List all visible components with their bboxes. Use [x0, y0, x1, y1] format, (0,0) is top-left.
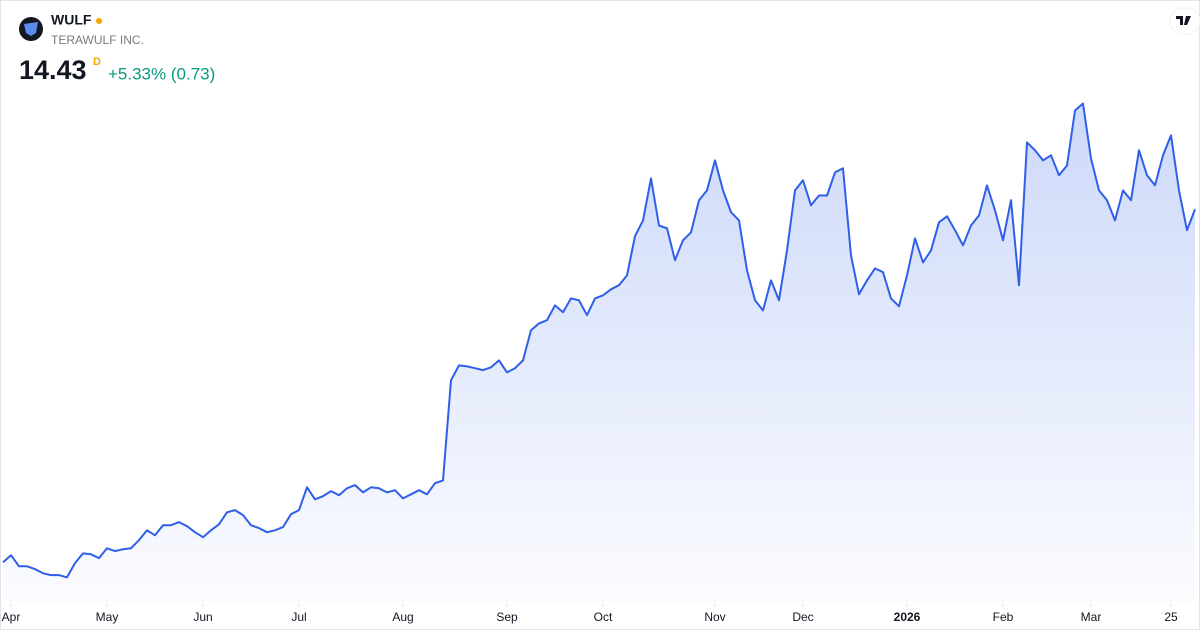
symbol: WULF	[51, 12, 92, 28]
x-tick-label: May	[96, 610, 119, 624]
logo-icon	[24, 22, 38, 36]
x-tick-label: 2026	[894, 610, 921, 624]
x-tick-label: Aug	[392, 610, 413, 624]
x-tick-label: Apr	[2, 610, 21, 624]
x-tick-label: Oct	[594, 610, 613, 624]
plot	[2, 102, 1196, 607]
x-tick-label: Jul	[291, 610, 306, 624]
tradingview-logo[interactable]	[1169, 7, 1200, 35]
status-dot	[96, 18, 102, 24]
change: +5.33% (0.73)	[108, 64, 215, 83]
x-tick-label: Nov	[704, 610, 725, 624]
company-name: TERAWULF INC.	[51, 33, 144, 47]
x-tick-label: Sep	[496, 610, 518, 624]
price: 14.43	[19, 55, 87, 85]
x-tick-label: 25	[1164, 610, 1178, 624]
area-fill	[3, 103, 1195, 602]
x-tick-label: Mar	[1081, 610, 1102, 624]
x-tick-label: Feb	[993, 610, 1014, 624]
price-line	[2, 102, 1196, 579]
x-tick-label: Dec	[792, 610, 813, 624]
x-tick-label: Jun	[193, 610, 212, 624]
interval: D	[93, 56, 101, 68]
